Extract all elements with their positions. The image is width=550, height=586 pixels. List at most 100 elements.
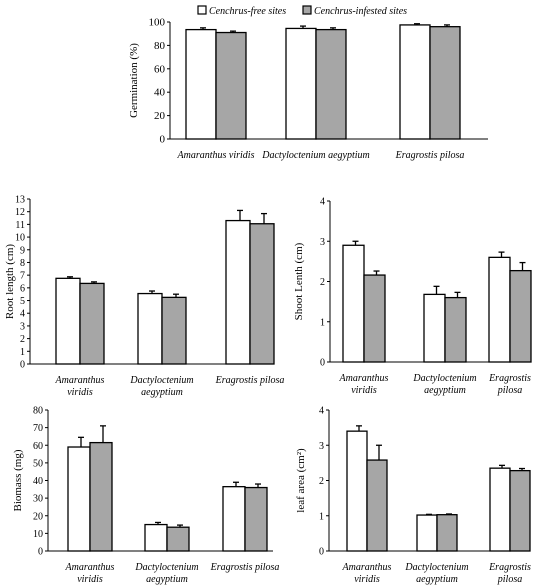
bar-infested: [215, 31, 247, 140]
bar-free: [399, 24, 431, 140]
x-category-label: Eragrostis pilosa: [210, 562, 280, 573]
y-axis-label: Germination (%): [128, 43, 140, 118]
bar-free: [55, 277, 81, 365]
bar-free: [489, 467, 511, 552]
bar-infested: [244, 486, 268, 552]
y-tick-label: 80: [154, 40, 166, 52]
legend-label-infested: Cenchrus-infested sites: [314, 6, 407, 17]
bar-infested: [429, 26, 461, 140]
y-tick-label: 4: [20, 309, 25, 320]
legend: Cenchrus-free sites Cenchrus-infested si…: [197, 5, 407, 17]
legend-label-free: Cenchrus-free sites: [209, 6, 286, 17]
y-axis-label: Root length (cm): [4, 244, 16, 319]
bar-infested: [315, 28, 347, 140]
y-tick-label: 60: [33, 441, 43, 452]
y-tick-label: 0: [319, 547, 324, 558]
x-category-label: aegyptium: [416, 574, 458, 585]
x-category-label: Eragrostis: [488, 373, 531, 384]
y-tick-label: 10: [33, 529, 43, 540]
legend-swatch-infested: [302, 5, 312, 15]
x-category-label: viridis: [351, 385, 377, 396]
bar-free: [346, 430, 368, 552]
y-tick-label: 0: [320, 358, 325, 369]
y-tick-label: 4: [320, 197, 325, 208]
bar-infested: [249, 223, 275, 365]
x-category-label: Dactyloctenium aegyptium: [261, 150, 369, 161]
x-category-label: Eragrostis: [488, 562, 531, 573]
x-category-label: Eragrostis pilosa: [395, 150, 465, 161]
bar-infested: [166, 526, 190, 552]
y-tick-label: 3: [319, 441, 324, 452]
bar-infested: [436, 514, 458, 552]
y-tick-label: 0: [160, 134, 166, 146]
y-tick-label: 6: [20, 283, 25, 294]
y-tick-label: 20: [154, 110, 166, 122]
y-tick-label: 100: [149, 17, 166, 29]
bar-free: [342, 244, 365, 363]
x-category-label: Dactyloctenium: [412, 373, 476, 384]
y-tick-label: 3: [320, 237, 325, 248]
y-axis-label: leaf area (cm²): [295, 448, 307, 513]
x-category-label: pilosa: [497, 574, 522, 585]
y-tick-label: 4: [319, 406, 324, 417]
y-tick-label: 1: [20, 347, 25, 358]
x-category-label: Dactyloctenium: [404, 562, 468, 573]
x-category-label: Dactyloctenium: [134, 562, 198, 573]
chart-panel-1: 0 20 40 60 80 100 Germination (%) Amaranthus vi…: [128, 17, 488, 161]
y-tick-label: 10: [15, 233, 25, 244]
y-tick-label: 1: [320, 317, 325, 328]
bar-infested: [79, 282, 105, 365]
bar-free: [67, 446, 91, 552]
y-tick-label: 40: [33, 476, 43, 487]
x-category-label: viridis: [67, 387, 93, 398]
y-tick-label: 20: [33, 511, 43, 522]
bar-free: [222, 486, 246, 552]
bar-infested: [366, 459, 388, 552]
y-tick-label: 2: [319, 476, 324, 487]
x-category-label: Amaranthus viridis: [177, 150, 255, 161]
bar-infested: [363, 274, 386, 363]
y-tick-label: 7: [20, 271, 25, 282]
x-category-label: aegyptium: [424, 385, 466, 396]
bar-infested: [509, 469, 531, 552]
bar-free: [285, 27, 317, 140]
x-category-label: aegyptium: [146, 574, 188, 585]
chart-panel-4: 0 10 20 30 40 50 60 70 80 Biomass (mg) Amaranthusv…: [12, 406, 279, 586]
x-category-label: Amaranthus: [339, 373, 389, 384]
y-tick-label: 70: [33, 423, 43, 434]
x-category-label: Dactyloctenium: [129, 375, 193, 386]
y-tick-label: 80: [33, 406, 43, 417]
y-tick-label: 12: [15, 207, 25, 218]
y-tick-label: 50: [33, 458, 43, 469]
y-axis-label: Biomass (mg): [12, 449, 24, 511]
bar-free: [144, 523, 168, 552]
bar-free: [137, 292, 163, 365]
x-category-label: viridis: [77, 574, 103, 585]
y-tick-label: 2: [20, 334, 25, 345]
bar-free: [423, 293, 446, 363]
y-axis-label: Shoot Lenth (cm): [293, 242, 305, 320]
y-tick-label: 8: [20, 258, 25, 269]
bar-free: [416, 514, 438, 552]
y-tick-label: 0: [38, 547, 43, 558]
bar-free: [225, 219, 251, 365]
bar-infested: [444, 296, 467, 363]
x-category-label: Amaranthus: [55, 375, 105, 386]
x-category-label: aegyptium: [141, 387, 183, 398]
y-tick-label: 11: [15, 220, 25, 231]
legend-swatch-free: [197, 5, 207, 15]
y-tick-label: 40: [154, 87, 166, 99]
bar-infested: [509, 269, 532, 363]
x-category-label: pilosa: [497, 385, 522, 396]
y-tick-label: 30: [33, 494, 43, 505]
y-tick-label: 60: [154, 63, 166, 75]
y-tick-label: 5: [20, 296, 25, 307]
y-tick-label: 1: [319, 511, 324, 522]
y-tick-label: 3: [20, 321, 25, 332]
y-tick-label: 2: [320, 277, 325, 288]
y-tick-label: 13: [15, 195, 25, 206]
